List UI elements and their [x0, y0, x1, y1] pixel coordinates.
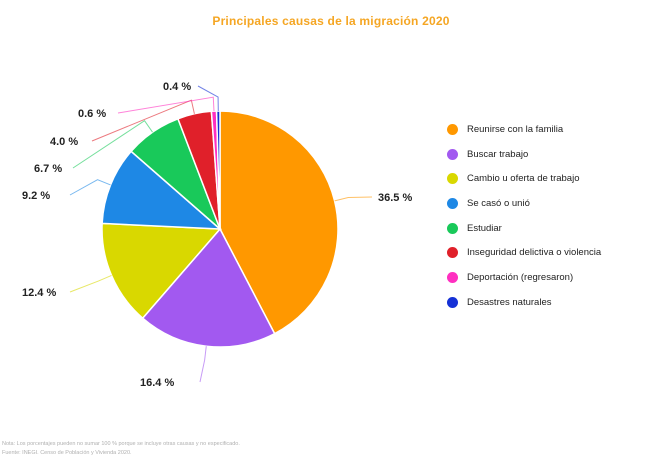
data-label: 4.0 % — [50, 136, 78, 148]
chart-title: Principales causas de la migración 2020 — [212, 14, 450, 28]
leader-line — [91, 99, 195, 142]
legend-label: Estudiar — [467, 222, 502, 234]
leader-line — [72, 120, 153, 169]
legend-swatch — [447, 123, 458, 135]
legend-item: Deportación (regresaron) — [447, 265, 601, 290]
pie-slice — [219, 110, 339, 335]
data-label: 0.6 % — [78, 108, 106, 120]
leader-line — [69, 179, 111, 196]
data-label: 16.4 % — [140, 377, 174, 389]
legend-label: Se casó o unió — [467, 197, 530, 209]
legend-label: Deportación (regresaron) — [467, 271, 574, 283]
legend-swatch — [447, 296, 458, 308]
legend-swatch — [447, 197, 458, 209]
legend-item: Estudiar — [447, 216, 601, 241]
legend-item: Se casó o unió — [447, 191, 601, 216]
pie-slices — [101, 110, 339, 348]
legend-item: Desastres naturales — [447, 290, 601, 315]
legend-swatch — [447, 173, 458, 185]
legend-label: Buscar trabajo — [467, 148, 529, 160]
data-label: 6.7 % — [34, 163, 62, 175]
data-labels: 36.5 % 16.4 % 12.4 % 9.2 % 6.7 % 4.0 % 0.6 % 0.… — [22, 81, 412, 389]
legend-swatch — [447, 247, 458, 259]
footnotes: Nota: Los porcentajes pueden no sumar 10… — [2, 440, 240, 458]
legend-item: Buscar trabajo — [447, 142, 601, 167]
data-label: 36.5 % — [378, 192, 412, 204]
pie-slice — [101, 150, 223, 230]
leader-line — [199, 346, 207, 383]
footnote-source: Fuente: INEGI. Censo de Población y Vivi… — [2, 450, 132, 456]
data-label: 9.2 % — [22, 190, 50, 202]
leader-line — [117, 96, 215, 114]
legend-item: Reunirse con la familia — [447, 117, 601, 142]
data-label: 12.4 % — [22, 287, 56, 299]
leader-line — [197, 85, 219, 112]
legend-swatch — [447, 148, 458, 160]
legend: Reunirse con la familia Buscar trabajo Cam… — [447, 117, 601, 315]
legend-label: Desastres naturales — [467, 296, 552, 308]
leader-line — [69, 274, 112, 293]
legend-label: Inseguridad delictiva o violencia — [467, 247, 602, 259]
footnote-note: Nota: Los porcentajes pueden no sumar 10… — [2, 441, 240, 447]
legend-swatch — [447, 222, 458, 234]
legend-label: Reunirse con la familia — [467, 123, 564, 135]
legend-item: Inseguridad delictiva o violencia — [447, 240, 601, 265]
data-label: 0.4 % — [163, 81, 191, 93]
legend-item: Cambio u oferta de trabajo — [447, 166, 601, 191]
leader-line — [334, 196, 373, 202]
legend-label: Cambio u oferta de trabajo — [467, 173, 580, 185]
legend-swatch — [447, 271, 458, 283]
leader-lines — [69, 85, 373, 383]
